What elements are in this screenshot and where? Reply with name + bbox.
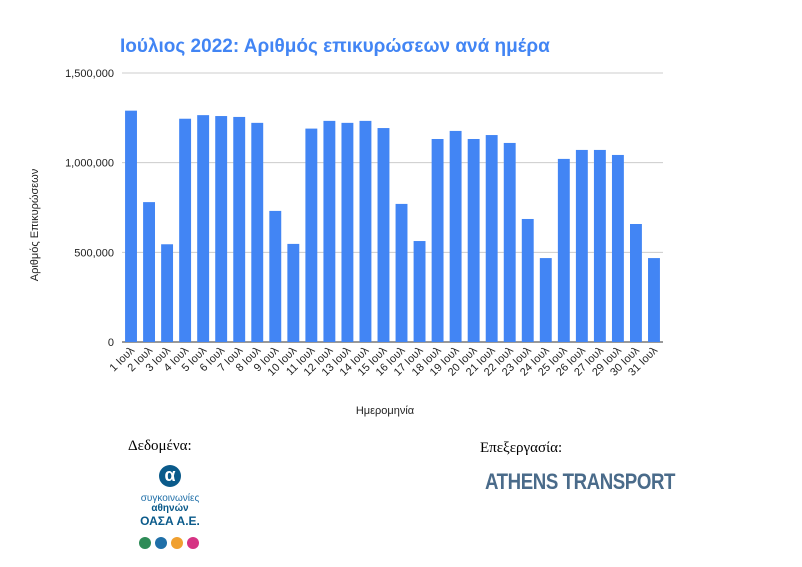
bar: [359, 120, 372, 342]
bar: [287, 243, 300, 342]
oasa-text: αθηνών: [151, 503, 189, 514]
bar: [323, 120, 336, 342]
bar: [521, 218, 534, 342]
bar: [179, 118, 192, 342]
bar: [413, 241, 426, 342]
bar: [485, 135, 498, 342]
bar: [269, 210, 282, 342]
bar: [305, 128, 318, 342]
y-axis-label: Αριθμός Επικυρώσεων: [29, 168, 41, 281]
bar: [233, 116, 246, 342]
y-tick-label: 500,000: [74, 247, 114, 259]
bar: [539, 258, 552, 342]
bar: [629, 223, 642, 342]
bar: [431, 138, 444, 342]
bar: [395, 203, 408, 342]
y-tick-label: 1,500,000: [65, 68, 114, 80]
bar: [557, 158, 570, 342]
logo-glyph: α: [164, 465, 175, 485]
bar: [251, 122, 264, 342]
bar: [575, 149, 588, 342]
bar: [197, 115, 210, 342]
bar: [341, 122, 354, 342]
bar: [648, 258, 660, 342]
bar: [611, 154, 624, 342]
oasa-text: συγκοινωνίες: [141, 492, 200, 504]
bar: [377, 128, 390, 342]
x-axis-label: Ημερομηνία: [356, 405, 415, 417]
bar: [503, 142, 516, 342]
bar: [467, 138, 480, 342]
bar: [593, 149, 606, 342]
bar: [161, 244, 174, 342]
y-tick-label: 0: [108, 337, 114, 349]
oasa-logo: α συγκοινωνίες αθηνών ΟΑΣΑ Α.Ε.: [139, 465, 200, 549]
bar: [125, 110, 137, 342]
y-tick-label: 1,000,000: [65, 158, 114, 170]
bar: [215, 116, 228, 342]
bar: [449, 130, 462, 342]
brand: ATHENS TRANSPORT: [485, 469, 676, 494]
oasa-text: ΟΑΣΑ Α.Ε.: [140, 514, 200, 528]
processing-label: Επεξεργασία:: [480, 440, 562, 456]
bar: [143, 202, 156, 342]
data-source-label: Δεδομένα:: [128, 438, 192, 454]
chart-title: Ιούλιος 2022: Αριθμός επικυρώσεων ανά ημ…: [120, 36, 550, 57]
